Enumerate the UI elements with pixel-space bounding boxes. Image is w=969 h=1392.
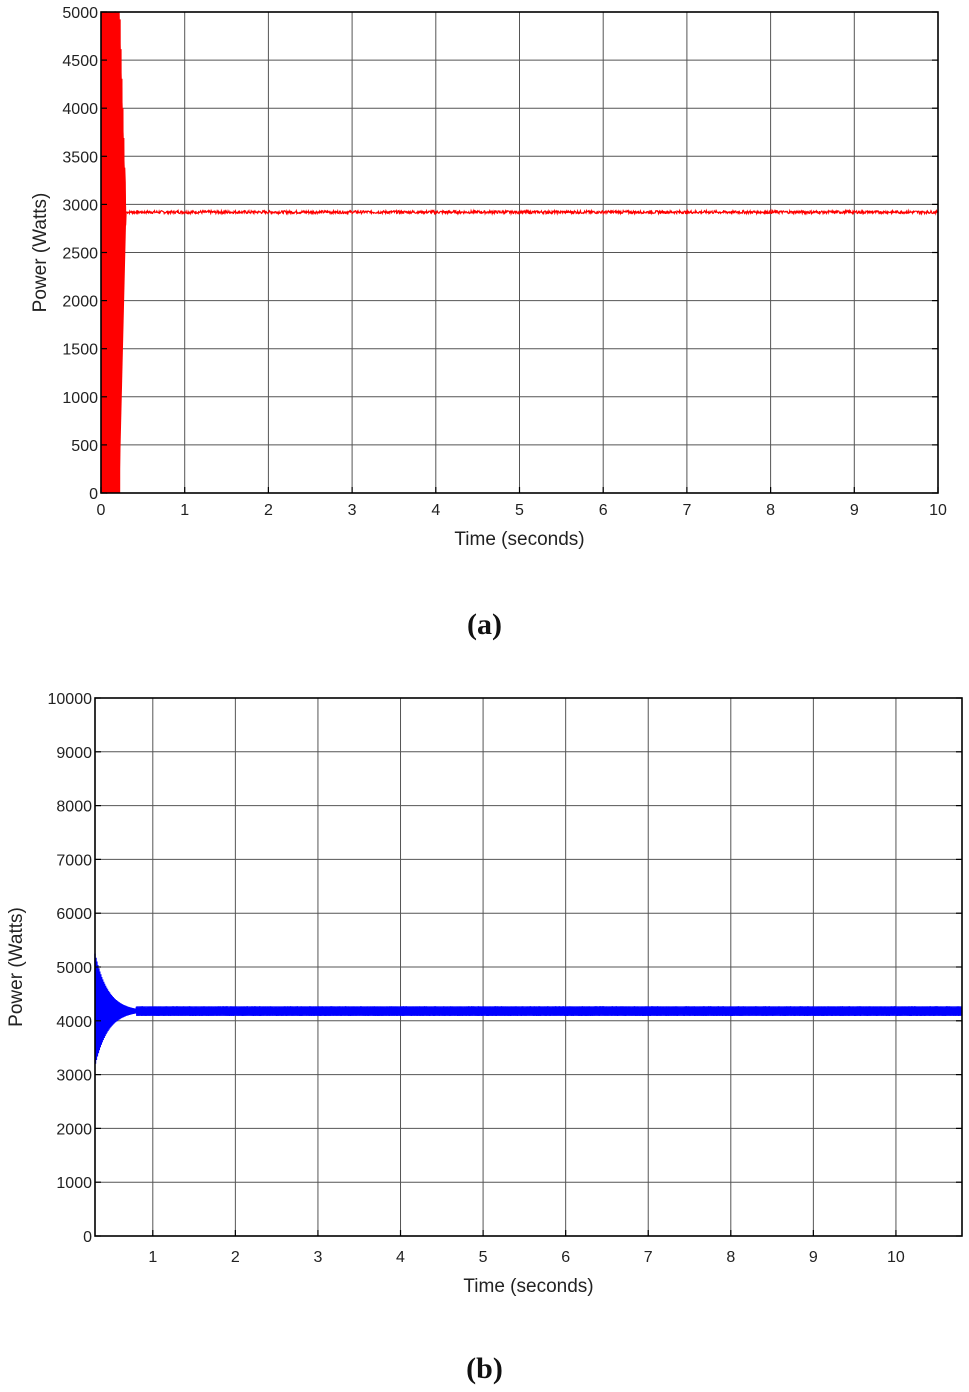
svg-text:500: 500 — [71, 438, 98, 455]
svg-text:1000: 1000 — [62, 390, 98, 407]
svg-text:2500: 2500 — [62, 246, 98, 263]
svg-text:9: 9 — [809, 1249, 818, 1266]
svg-text:3: 3 — [348, 502, 357, 519]
svg-text:5000: 5000 — [62, 5, 98, 22]
svg-text:10: 10 — [929, 502, 947, 519]
svg-text:8: 8 — [726, 1249, 735, 1266]
chart-b-caption: (b) — [466, 1352, 503, 1385]
y-tick-labels: 0 500 1000 1500 2000 2500 3000 3500 4000 4500 5000 — [62, 5, 938, 503]
svg-text:1000: 1000 — [56, 1175, 92, 1192]
chart-b: 1 2 3 4 5 6 7 8 9 10 0 1000 2000 3000 4000 5000 6000 7000… — [6, 691, 963, 1297]
svg-text:3000: 3000 — [56, 1068, 92, 1085]
svg-text:0: 0 — [89, 486, 98, 503]
svg-text:5000: 5000 — [56, 960, 92, 977]
svg-text:2000: 2000 — [56, 1121, 92, 1138]
svg-text:4000: 4000 — [62, 101, 98, 118]
svg-text:2000: 2000 — [62, 294, 98, 311]
svg-text:5: 5 — [515, 502, 524, 519]
svg-text:5: 5 — [479, 1249, 488, 1266]
svg-text:7: 7 — [682, 502, 691, 519]
chart-a-caption: (a) — [467, 608, 502, 641]
svg-text:1: 1 — [180, 502, 189, 519]
svg-text:1: 1 — [148, 1249, 157, 1266]
x-tick-labels: 0 1 2 3 4 5 6 7 8 9 10 — [97, 487, 947, 519]
svg-text:6: 6 — [599, 502, 608, 519]
svg-text:3500: 3500 — [62, 149, 98, 166]
svg-text:1500: 1500 — [62, 342, 98, 359]
x-axis-label: Time (seconds) — [463, 1276, 593, 1297]
chart-a: 0 1 2 3 4 5 6 7 8 9 10 0 500 1000 1500 2000 2500 3000 3500… — [30, 5, 947, 550]
data-series — [94, 953, 963, 1064]
svg-text:0: 0 — [97, 502, 106, 519]
svg-text:4: 4 — [431, 502, 440, 519]
svg-text:8000: 8000 — [56, 799, 92, 816]
svg-text:10000: 10000 — [48, 691, 93, 708]
y-axis-label: Power (Watts) — [30, 193, 51, 313]
svg-text:6: 6 — [561, 1249, 570, 1266]
svg-text:3000: 3000 — [62, 197, 98, 214]
x-tick-labels: 1 2 3 4 5 6 7 8 9 10 — [148, 1230, 905, 1266]
svg-text:3: 3 — [313, 1249, 322, 1266]
svg-text:4500: 4500 — [62, 53, 98, 70]
svg-text:4000: 4000 — [56, 1014, 92, 1031]
grid-lines — [95, 698, 962, 1236]
svg-text:7000: 7000 — [56, 852, 92, 869]
svg-text:2: 2 — [231, 1249, 240, 1266]
y-axis-label: Power (Watts) — [6, 907, 27, 1027]
chart-a-panel: 0 1 2 3 4 5 6 7 8 9 10 0 500 1000 1500 2000 2500 3000 3500… — [0, 0, 969, 600]
y-tick-labels: 0 1000 2000 3000 4000 5000 6000 7000 8000 9000 100… — [48, 691, 962, 1246]
svg-text:10: 10 — [887, 1249, 905, 1266]
grid-lines — [101, 12, 938, 493]
svg-text:8: 8 — [766, 502, 775, 519]
svg-text:0: 0 — [83, 1229, 92, 1246]
svg-text:9: 9 — [850, 502, 859, 519]
data-series — [100, 11, 939, 494]
svg-text:2: 2 — [264, 502, 273, 519]
chart-b-panel: 1 2 3 4 5 6 7 8 9 10 0 1000 2000 3000 4000 5000 6000 7000… — [0, 680, 969, 1320]
svg-text:7: 7 — [644, 1249, 653, 1266]
svg-text:9000: 9000 — [56, 745, 92, 762]
svg-text:4: 4 — [396, 1249, 405, 1266]
x-axis-label: Time (seconds) — [454, 529, 584, 550]
svg-text:6000: 6000 — [56, 906, 92, 923]
